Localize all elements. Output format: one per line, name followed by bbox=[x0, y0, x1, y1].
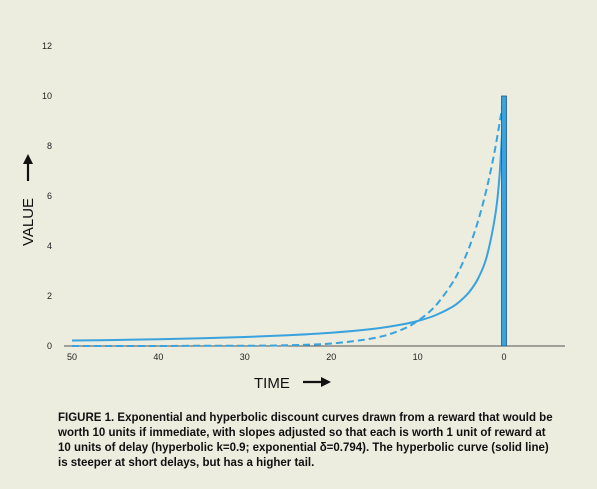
y-tick-label: 2 bbox=[47, 291, 52, 301]
hyperbolic-curve bbox=[71, 95, 505, 342]
x-tick-label: 30 bbox=[240, 352, 250, 362]
figure-caption: FIGURE 1. Exponential and hyperbolic dis… bbox=[58, 412, 553, 469]
y-axis-ticks: 0 2 4 6 8 10 12 bbox=[42, 41, 52, 351]
y-axis-title-group: VALUE bbox=[20, 154, 37, 246]
y-tick-label: 10 bbox=[42, 91, 52, 101]
reward-bar bbox=[501, 95, 507, 347]
exponential-curve bbox=[72, 95, 505, 348]
x-tick-label: 0 bbox=[501, 352, 506, 362]
x-axis-title: TIME bbox=[254, 375, 290, 392]
x-axis-arrow-icon bbox=[303, 377, 331, 387]
y-tick-label: 0 bbox=[47, 341, 52, 351]
x-tick-label: 10 bbox=[413, 352, 423, 362]
x-axis-title-group: TIME bbox=[254, 375, 331, 392]
y-tick-label: 4 bbox=[47, 241, 52, 251]
chart: 0 2 4 6 8 10 12 50 40 30 20 10 0 VALUE TIME bbox=[20, 41, 565, 392]
y-tick-label: 12 bbox=[42, 41, 52, 51]
series-layer bbox=[71, 95, 505, 348]
y-axis-title: VALUE bbox=[20, 198, 37, 246]
y-axis-arrow-icon bbox=[23, 154, 33, 181]
x-tick-label: 40 bbox=[153, 352, 163, 362]
y-tick-label: 8 bbox=[47, 141, 52, 151]
x-tick-label: 20 bbox=[326, 352, 336, 362]
x-tick-label: 50 bbox=[67, 352, 77, 362]
y-tick-label: 6 bbox=[47, 191, 52, 201]
x-axis-ticks: 50 40 30 20 10 0 bbox=[67, 352, 507, 362]
